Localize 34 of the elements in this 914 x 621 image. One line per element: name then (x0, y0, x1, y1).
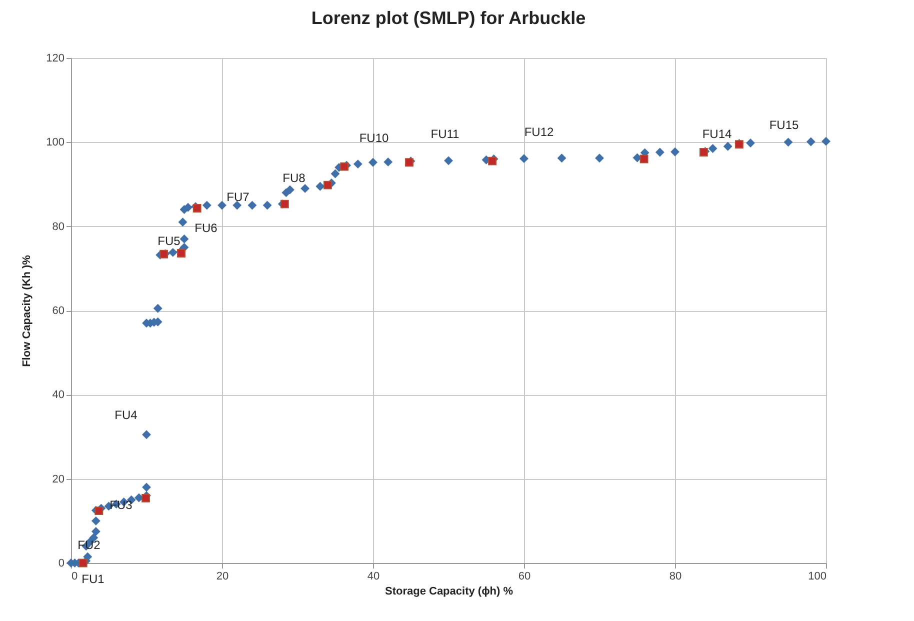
point (340, 162, 349, 171)
x-tick-label: 40 (367, 570, 380, 582)
point (640, 154, 648, 164)
y-tick-label: 20 (52, 473, 64, 486)
x-tick-label: 80 (669, 570, 682, 582)
x-tick-label: 60 (518, 570, 531, 582)
annotation: FU8 (282, 171, 306, 185)
annotation: FU14 (702, 127, 732, 141)
y-tick-label: 40 (52, 389, 64, 402)
annotation: FU4 (114, 408, 138, 422)
point (94, 506, 104, 516)
point (142, 494, 150, 502)
y-tick-label: 100 (46, 136, 64, 149)
y-axis-title: Flow Capacity (Kh )% (21, 254, 34, 367)
annotation: FU15 (769, 118, 799, 132)
annotation: FU12 (524, 125, 554, 139)
point (78, 558, 88, 568)
point (280, 200, 289, 208)
y-tick-label: 0 (58, 558, 64, 570)
y-tick-label: 60 (52, 305, 64, 317)
chart-title: Lorenz plot (SMLP) for Arbuckle (311, 8, 586, 28)
x-axis-title: Storage Capacity (ϕh) % (384, 586, 514, 598)
annotation: FU7 (226, 190, 250, 204)
x-tick-label: 100 (808, 570, 826, 582)
y-tick-label: 80 (52, 220, 64, 233)
annotation: FU6 (194, 221, 218, 235)
text: FU1 (82, 572, 105, 586)
annotation: FU11 (430, 127, 460, 141)
annotation: FU5 (158, 234, 181, 248)
x-tick-label: 20 (216, 570, 229, 582)
y-tick-label: 120 (46, 52, 64, 64)
annotation: FU10 (359, 131, 389, 145)
point (323, 180, 332, 190)
x-tick-label: 0 (72, 570, 78, 582)
